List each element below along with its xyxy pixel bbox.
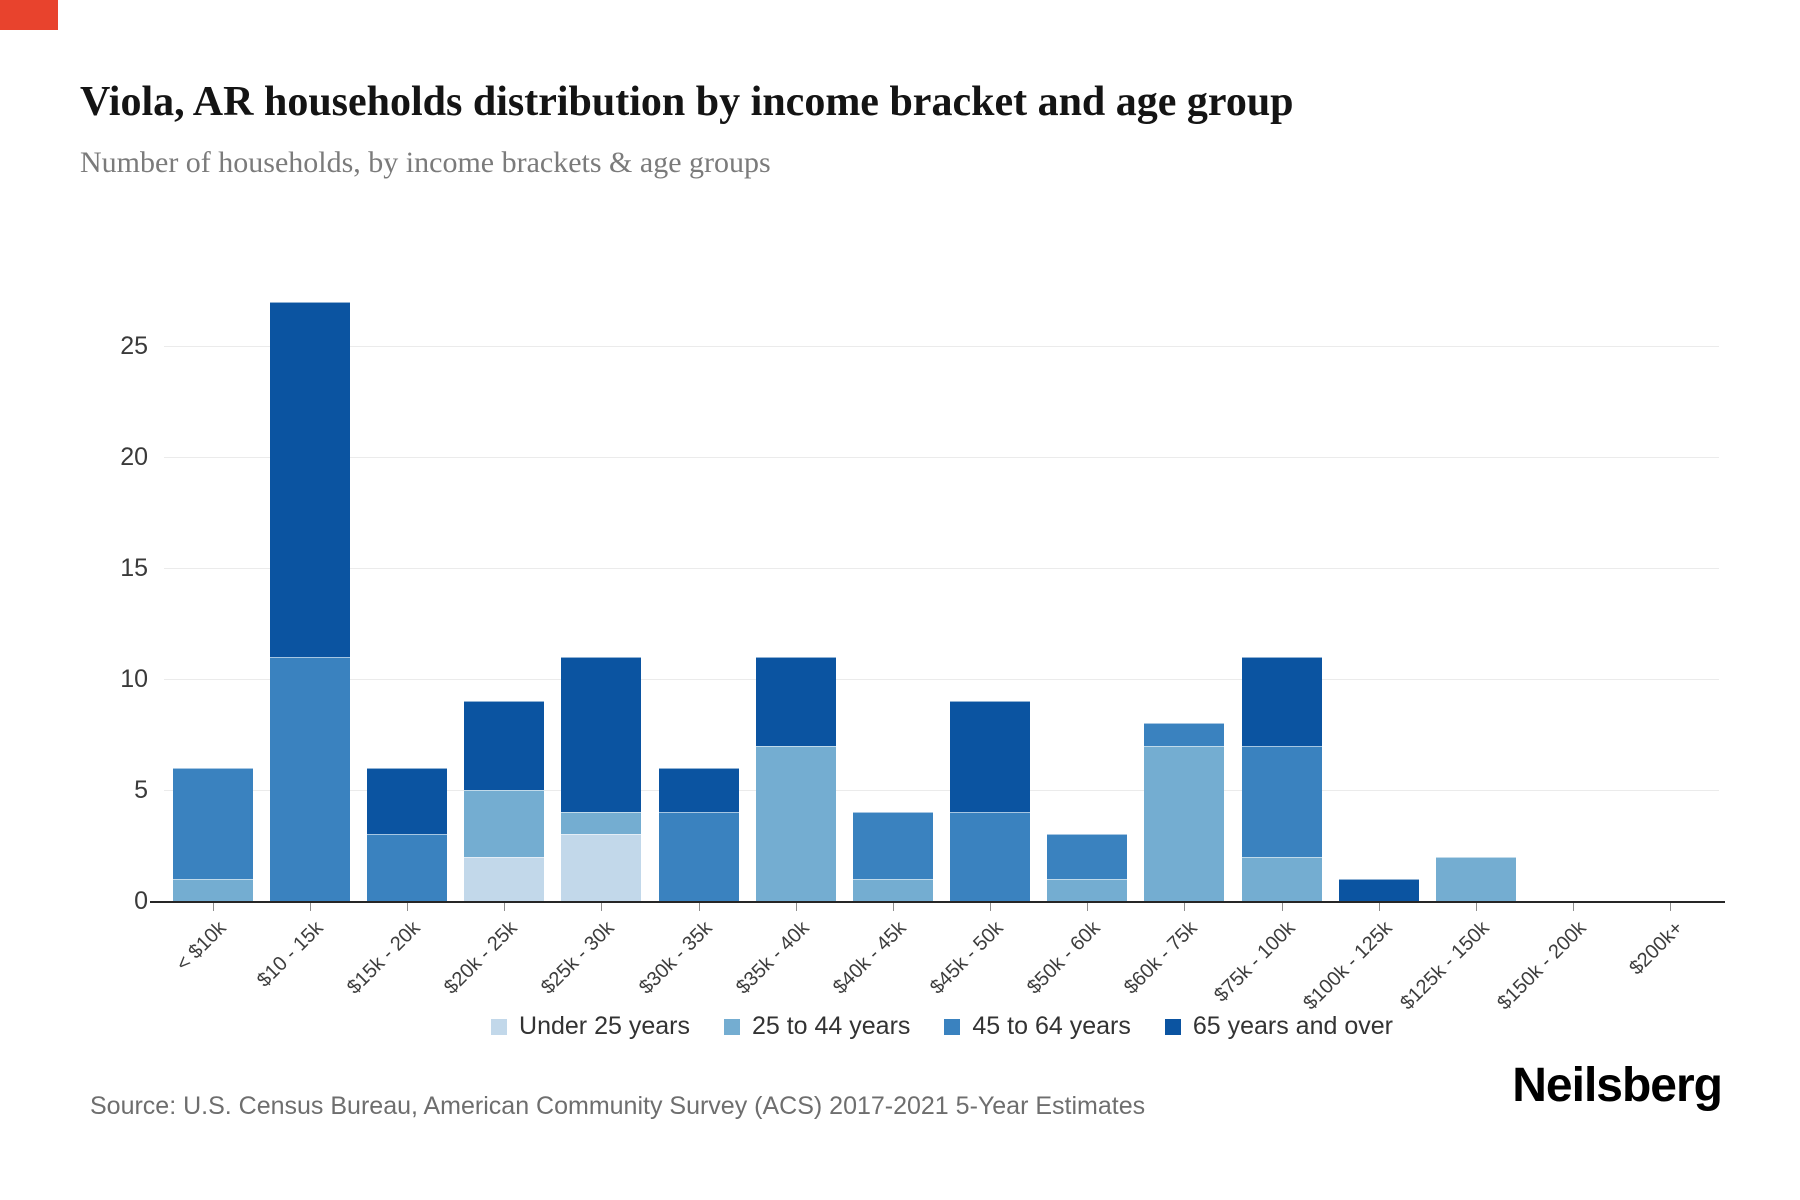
chart-title: Viola, AR households distribution by inc… bbox=[80, 79, 1294, 126]
bar-segment-$60k - 75k-25 to 44 years[interactable] bbox=[1144, 745, 1225, 901]
bar-segment-$45k - 50k-45 to 64 years[interactable] bbox=[950, 812, 1031, 901]
bar-segment-$25k - 30k-Under 25 years[interactable] bbox=[561, 834, 642, 901]
legend-item-25 to 44 years[interactable]: 25 to 44 years bbox=[723, 1012, 911, 1041]
bar-segment-$15k - 20k-45 to 64 years[interactable] bbox=[366, 834, 447, 901]
gridline-15 bbox=[164, 568, 1719, 569]
legend-swatch-icon bbox=[1164, 1018, 1181, 1035]
y-tick-label-25: 25 bbox=[120, 332, 148, 360]
bar-segment-$75k - 100k-65 years and over[interactable] bbox=[1241, 656, 1322, 746]
x-tick-$150k - 200k bbox=[1573, 903, 1575, 911]
chart-subtitle: Number of households, by income brackets… bbox=[80, 146, 771, 179]
bar-segment-$10 - 15k-45 to 64 years[interactable] bbox=[269, 656, 350, 901]
bar-segment-$20k - 25k-65 years and over[interactable] bbox=[464, 701, 545, 790]
neilsberg-logo: Neilsberg bbox=[1512, 1059, 1723, 1112]
x-tick-$10 - 15k bbox=[309, 903, 311, 911]
x-tick-$200k+ bbox=[1670, 903, 1672, 911]
legend-item-Under 25 years[interactable]: Under 25 years bbox=[491, 1012, 690, 1041]
bar-segment-$25k - 30k-65 years and over[interactable] bbox=[561, 656, 642, 813]
x-tick-< $10k bbox=[212, 903, 214, 911]
bar-segment-$20k - 25k-25 to 44 years[interactable] bbox=[464, 790, 545, 857]
x-tick-$40k - 45k bbox=[892, 903, 894, 911]
legend-label: 25 to 44 years bbox=[751, 1012, 911, 1040]
bar-segment-$60k - 75k-45 to 64 years[interactable] bbox=[1144, 723, 1225, 746]
x-tick-$125k - 150k bbox=[1476, 903, 1478, 911]
gridline-10 bbox=[164, 679, 1719, 680]
y-tick-label-5: 5 bbox=[134, 776, 148, 804]
gridline-20 bbox=[164, 457, 1719, 458]
x-tick-$45k - 50k bbox=[990, 903, 992, 911]
bar-segment-$75k - 100k-25 to 44 years[interactable] bbox=[1241, 856, 1322, 901]
bar-segment-$45k - 50k-65 years and over[interactable] bbox=[950, 701, 1031, 813]
legend-swatch-icon bbox=[944, 1018, 961, 1035]
y-tick-label-0: 0 bbox=[134, 887, 148, 915]
red-corner-mark bbox=[0, 0, 58, 30]
x-tick-$30k - 35k bbox=[698, 903, 700, 911]
chart-legend: Under 25 years 25 to 44 years 45 to 64 yea… bbox=[164, 1012, 1720, 1041]
bar-segment-$50k - 60k-45 to 64 years[interactable] bbox=[1047, 834, 1128, 879]
legend-label: 45 to 64 years bbox=[972, 1012, 1131, 1040]
source-text: Source: U.S. Census Bureau, American Com… bbox=[90, 1092, 1146, 1120]
bar-segment-$30k - 35k-45 to 64 years[interactable] bbox=[658, 812, 739, 901]
x-tick-$50k - 60k bbox=[1087, 903, 1089, 911]
bar-segment-< $10k-25 to 44 years[interactable] bbox=[172, 878, 253, 901]
y-tick-label-20: 20 bbox=[120, 443, 148, 471]
bar-segment-$100k - 125k-65 years and over[interactable] bbox=[1338, 878, 1419, 901]
x-tick-$35k - 40k bbox=[795, 903, 797, 911]
bar-segment-$50k - 60k-25 to 44 years[interactable] bbox=[1047, 878, 1128, 901]
legend-label: Under 25 years bbox=[519, 1012, 690, 1040]
bar-segment-$25k - 30k-25 to 44 years[interactable] bbox=[561, 812, 642, 835]
bar-segment-$75k - 100k-45 to 64 years[interactable] bbox=[1241, 745, 1322, 857]
legend-swatch-icon bbox=[723, 1018, 740, 1035]
x-tick-$100k - 125k bbox=[1378, 903, 1380, 911]
legend-swatch-icon bbox=[491, 1018, 508, 1035]
bar-segment-$125k - 150k-25 to 44 years[interactable] bbox=[1436, 856, 1517, 901]
x-tick-$75k - 100k bbox=[1281, 903, 1283, 911]
bar-segment-$40k - 45k-25 to 44 years[interactable] bbox=[852, 878, 933, 901]
legend-label: 65 years and over bbox=[1192, 1012, 1393, 1040]
bar-segment-< $10k-45 to 64 years[interactable] bbox=[172, 767, 253, 879]
legend-item-65 years and over[interactable]: 65 years and over bbox=[1164, 1012, 1393, 1041]
gridline-5 bbox=[164, 790, 1719, 791]
y-tick-label-10: 10 bbox=[120, 665, 148, 693]
gridline-25 bbox=[164, 346, 1719, 347]
bar-segment-$40k - 45k-45 to 64 years[interactable] bbox=[852, 812, 933, 879]
bar-segment-$35k - 40k-25 to 44 years[interactable] bbox=[755, 745, 836, 901]
x-tick-$60k - 75k bbox=[1184, 903, 1186, 911]
bar-segment-$20k - 25k-Under 25 years[interactable] bbox=[464, 856, 545, 901]
legend-item-45 to 64 years[interactable]: 45 to 64 years bbox=[944, 1012, 1131, 1041]
bar-segment-$30k - 35k-65 years and over[interactable] bbox=[658, 767, 739, 813]
x-tick-$15k - 20k bbox=[406, 903, 408, 911]
x-tick-$25k - 30k bbox=[601, 903, 603, 911]
y-tick-label-15: 15 bbox=[120, 554, 148, 582]
bar-segment-$10 - 15k-65 years and over[interactable] bbox=[269, 301, 350, 657]
bar-segment-$35k - 40k-65 years and over[interactable] bbox=[755, 656, 836, 746]
x-axis-line bbox=[150, 901, 1725, 903]
bar-segment-$15k - 20k-65 years and over[interactable] bbox=[366, 767, 447, 835]
x-tick-$20k - 25k bbox=[504, 903, 506, 911]
